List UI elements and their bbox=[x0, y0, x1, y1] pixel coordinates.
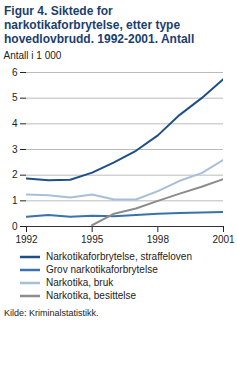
svg-text:2: 2 bbox=[12, 169, 18, 180]
html-text:Narkotika, besittelse: Narkotika, besittelse bbox=[46, 290, 136, 301]
svg-text:2001: 2001 bbox=[212, 234, 235, 245]
svg-text:0: 0 bbox=[12, 221, 18, 232]
svg-text:6: 6 bbox=[12, 67, 18, 78]
svg-text:3: 3 bbox=[12, 144, 18, 155]
html-text:Narkotika, bruk: Narkotika, bruk bbox=[46, 277, 114, 288]
html-text:Kilde: Kriminalstatistikk.: Kilde: Kriminalstatistikk. bbox=[4, 308, 99, 318]
html-text:Narkotikaforbrytelse, straffel: Narkotikaforbrytelse, straffeloven bbox=[46, 251, 192, 262]
svg-text:Antall i 1 000: Antall i 1 000 bbox=[4, 50, 62, 61]
svg-text:1998: 1998 bbox=[147, 234, 170, 245]
html-text:Grov narkotikaforbrytelse: Grov narkotikaforbrytelse bbox=[46, 264, 158, 275]
svg-text:1: 1 bbox=[12, 195, 18, 206]
svg-text:1995: 1995 bbox=[81, 234, 104, 245]
svg-text:1992: 1992 bbox=[15, 234, 38, 245]
html-text:Figur 4. Siktede for narkotika: Figur 4. Siktede for narkotikaforbrytels… bbox=[4, 4, 195, 46]
svg-text:4: 4 bbox=[12, 118, 18, 129]
svg-text:5: 5 bbox=[12, 92, 18, 103]
